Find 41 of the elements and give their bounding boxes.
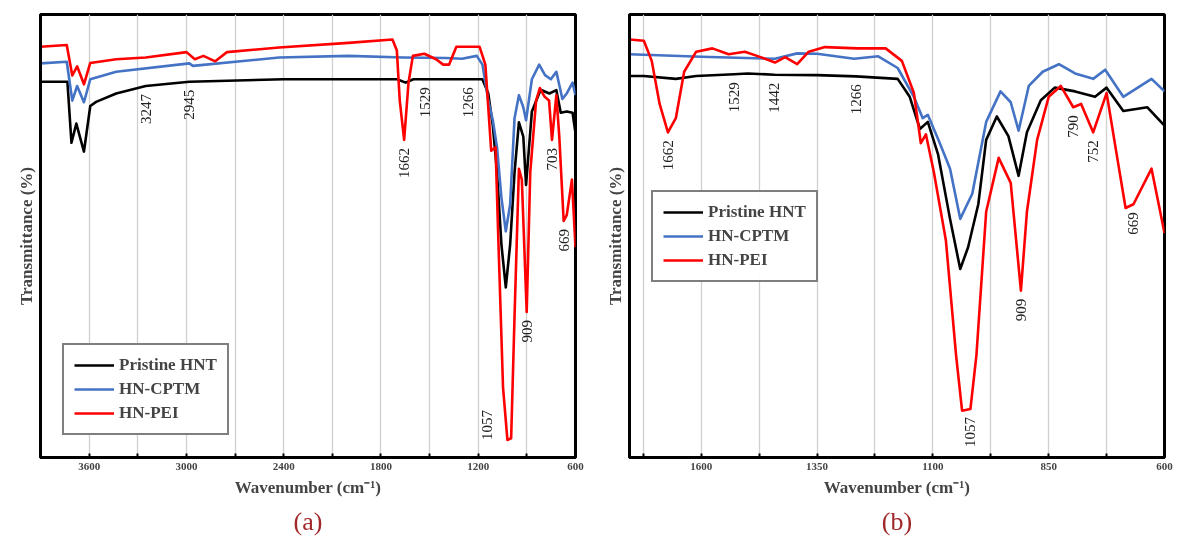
- annotation: 909: [1012, 298, 1029, 322]
- text: (a): [293, 506, 323, 536]
- x-axis-title: Wavenumber (cm⁻¹): [823, 477, 970, 497]
- annotation: 669: [555, 228, 572, 252]
- y-axis-title: Transmittance (%): [16, 166, 36, 306]
- legend-label: HN-PEI: [708, 249, 768, 270]
- annotation: 752: [1085, 140, 1102, 163]
- legend-label: Pristine HNT: [119, 355, 217, 375]
- annotation: 669: [1125, 212, 1142, 235]
- annotation: 1529: [416, 87, 433, 118]
- x-tick-label: 1600: [690, 459, 713, 472]
- x-tick-label: 3600: [78, 459, 101, 472]
- annotation: 2945: [181, 89, 198, 120]
- x-tick-label: 850: [1040, 459, 1058, 472]
- annotation: 1266: [848, 83, 865, 115]
- annotation: 1057: [962, 416, 979, 448]
- annotation: 1057: [479, 409, 496, 440]
- text: (b): [881, 506, 913, 536]
- legend-label: HN-PEI: [119, 403, 179, 423]
- legend-label: Pristine HNT: [708, 201, 806, 222]
- annotation: 1529: [726, 82, 743, 113]
- annotation: 790: [1065, 115, 1082, 138]
- legend-label: HN-CPTM: [119, 379, 201, 399]
- annotation: 1266: [459, 86, 476, 118]
- legend-label: HN-CPTM: [708, 225, 790, 246]
- x-tick-label: 1800: [369, 459, 393, 472]
- annotation: 3247: [137, 93, 154, 124]
- annotation: 909: [518, 320, 535, 343]
- annotation: 1662: [659, 140, 676, 171]
- x-axis-title: Wavenumber (cm⁻¹): [234, 477, 381, 497]
- x-tick-label: 600: [567, 459, 585, 472]
- annotation: 1442: [766, 82, 783, 113]
- x-tick-label: 1350: [806, 459, 829, 472]
- y-axis-title: Transmittance (%): [605, 166, 625, 306]
- annotation: 703: [543, 147, 560, 171]
- x-tick-label: 600: [1156, 459, 1174, 472]
- annotation: 1662: [396, 147, 413, 178]
- x-tick-label: 1200: [467, 459, 490, 472]
- x-tick-label: 1100: [922, 459, 945, 472]
- x-tick-label: 3000: [175, 459, 198, 472]
- x-tick-label: 2400: [272, 459, 296, 472]
